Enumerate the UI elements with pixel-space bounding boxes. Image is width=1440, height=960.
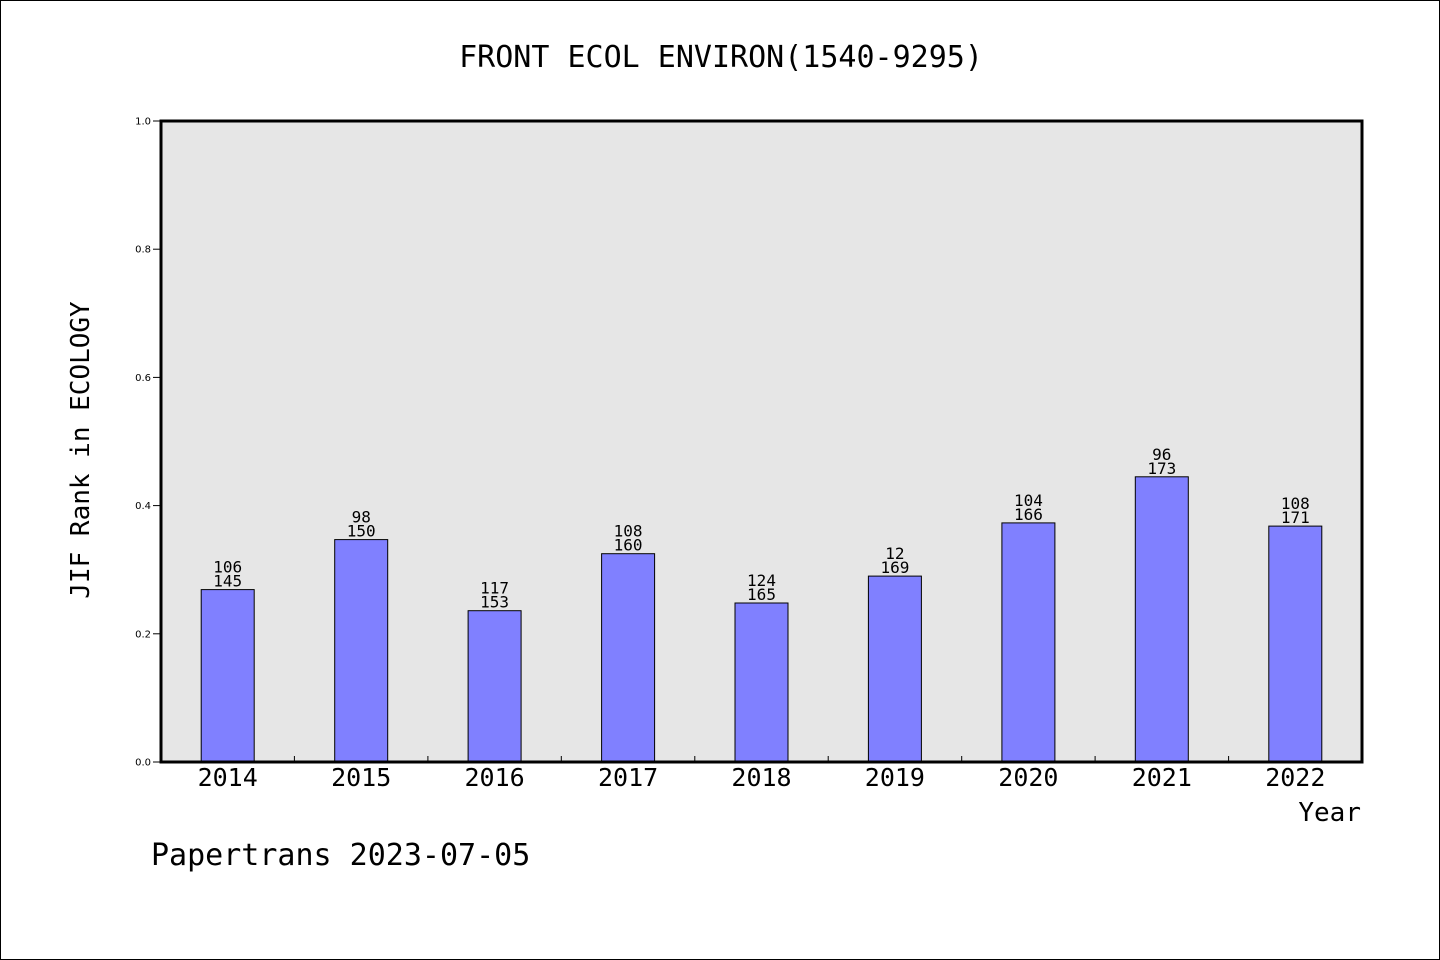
x-tick-label-2018: 2018 (731, 763, 791, 792)
bar-label-upper-2016: 117 (480, 579, 509, 598)
bar-label-lower-2019: 169 (880, 558, 909, 577)
x-axis-label: Year (1298, 798, 1361, 828)
bar-label-lower-2016: 153 (480, 593, 509, 612)
y-tick-label: 0.6 (135, 373, 151, 384)
x-tick-label-2014: 2014 (198, 763, 258, 792)
bar-label-lower-2015: 150 (347, 522, 376, 541)
x-tick-label-2020: 2020 (998, 763, 1058, 792)
bar-2018 (734, 602, 789, 763)
y-axis: 0.0 0.2 0.4 0.6 0.8 1.0 (135, 117, 161, 769)
bar-label-upper-2015: 98 (352, 508, 371, 527)
bar-label-upper-2014: 106 (213, 558, 242, 577)
bar-2014 (200, 589, 255, 763)
bar-label-upper-2020: 104 (1014, 491, 1043, 510)
x-tick-label-2022: 2022 (1265, 763, 1325, 792)
bar-2017 (601, 553, 656, 763)
y-tick-label: 0.0 (135, 758, 151, 769)
plot-border (159, 119, 1364, 764)
bar-label-upper-2021: 96 (1152, 445, 1171, 464)
bar-2019 (867, 575, 922, 763)
bar-label-lower-2014: 145 (213, 572, 242, 591)
bar-label-upper-2022: 108 (1281, 494, 1310, 513)
x-tick-label-2019: 2019 (865, 763, 925, 792)
bar-label-lower-2018: 165 (747, 585, 776, 604)
x-tick-label-2021: 2021 (1132, 763, 1192, 792)
bars-layer (200, 476, 1323, 763)
footer-watermark-text: Papertrans 2023-07-05 (151, 838, 530, 873)
bar-label-lower-2022: 171 (1281, 508, 1310, 527)
x-tick-label-2017: 2017 (598, 763, 658, 792)
bar-label-upper-2017: 108 (614, 522, 643, 541)
bar-label-lower-2021: 173 (1147, 459, 1176, 478)
chart-title: FRONT ECOL ENVIRON(1540-9295) (459, 40, 983, 75)
y-tick-label: 0.2 (135, 629, 151, 640)
x-tick-label-2015: 2015 (331, 763, 391, 792)
bar-label-lower-2020: 166 (1014, 505, 1043, 524)
bar-label-upper-2019: 12 (885, 544, 904, 563)
y-axis-label: JIF Rank in ECOLOGY (66, 301, 96, 599)
y-tick-label: 1.0 (135, 117, 151, 128)
bar-label-upper-2018: 124 (747, 571, 776, 590)
bar-2015 (334, 539, 389, 763)
bar-labels-layer: 1451061509815311716010816512416912166104… (213, 445, 1310, 612)
bar-2016 (467, 610, 522, 763)
y-tick-label: 0.4 (135, 501, 151, 512)
bar-2021 (1134, 476, 1189, 763)
y-tick-label: 0.8 (135, 245, 151, 256)
bar-2022 (1268, 525, 1323, 763)
bar-label-lower-2017: 160 (614, 536, 643, 555)
bar-2020 (1001, 522, 1056, 763)
x-axis: 2014 2015 2016 2017 2018 2019 2020 2021 2022 (198, 756, 1325, 792)
x-tick-label-2016: 2016 (464, 763, 524, 792)
